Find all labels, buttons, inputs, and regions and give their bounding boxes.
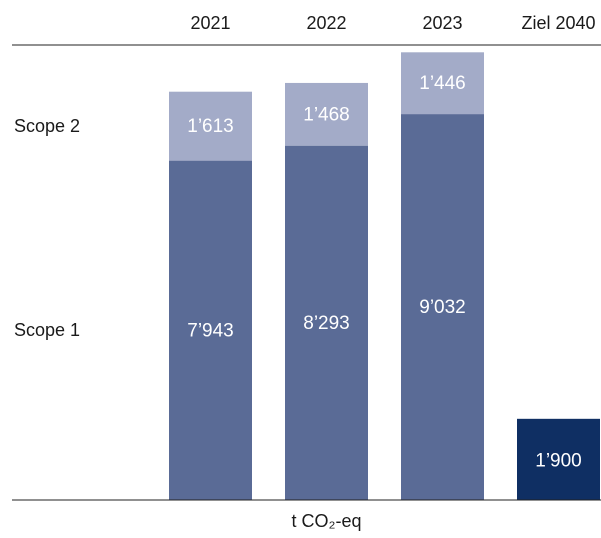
value-label: 1’613 [187,116,234,137]
x-tick-label: 2023 [422,13,462,33]
legend-label: Scope 1 [14,320,80,340]
value-label: 1’446 [419,73,466,94]
legend-label: Scope 2 [14,116,80,136]
bar-segment [285,82,368,146]
x-tick-label: 2022 [306,13,346,33]
bar-segment [401,52,484,115]
bar-segment [401,114,484,500]
value-label: 8’293 [303,313,350,334]
bar-segment [285,145,368,500]
value-label: 9’032 [419,297,466,318]
target-bar [517,418,600,500]
bar-segment [169,160,252,500]
x-tick-label: Ziel 2040 [521,13,595,33]
x-axis-label: t CO₂-eq [291,511,361,531]
value-label: 1’900 [535,450,582,471]
value-label: 1’468 [303,104,350,125]
value-label: 7’943 [187,320,234,341]
bar-segment [169,91,252,161]
x-tick-label: 2021 [190,13,230,33]
